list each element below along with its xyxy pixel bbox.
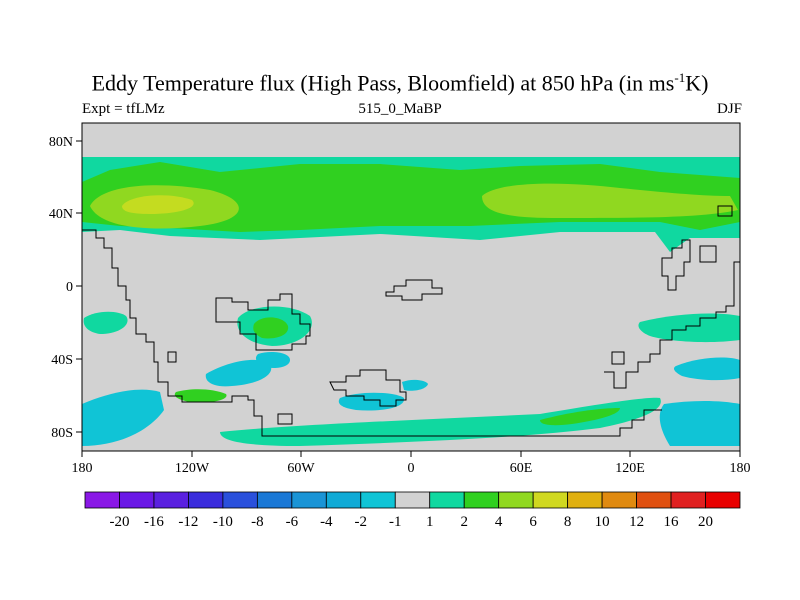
colorbar-swatch	[222, 491, 258, 509]
x-tick-60e: 60E	[510, 461, 533, 476]
south-america-core	[253, 317, 289, 339]
colorbar-label: 20	[698, 514, 713, 530]
coastline-east-asia	[661, 239, 691, 291]
colorbar-swatch	[119, 491, 155, 509]
y-tick-80s: 80S	[51, 426, 73, 441]
colorbar-label: -20	[109, 514, 129, 530]
southern-ocean-positive-band	[220, 397, 661, 446]
coastline-south-america	[215, 293, 311, 351]
colorbar-swatch	[360, 491, 396, 509]
y-tick-80n: 80N	[49, 135, 73, 150]
southern-ocean-negative-west	[82, 389, 164, 446]
x-tick-180e: 180	[730, 461, 751, 476]
title-main: Eddy Temperature flux (High Pass, Bloomf…	[91, 70, 675, 96]
colorbar-swatch	[498, 491, 534, 509]
colorbar-label: 10	[595, 514, 610, 530]
colorbar-swatch	[601, 491, 637, 509]
australia-patch	[638, 313, 740, 343]
south-indian-negative	[402, 379, 428, 391]
coastline-island-5	[699, 245, 717, 263]
colorbar-swatch	[291, 491, 327, 509]
colorbar-label: -12	[178, 514, 198, 530]
north-asia-maximum	[482, 183, 738, 218]
x-tick-120e: 120E	[615, 461, 645, 476]
north-pacific-core	[122, 195, 194, 214]
coastline-west-and-antarctica	[82, 229, 662, 437]
colorbar-swatch	[256, 491, 293, 509]
colorbar-swatch	[463, 491, 500, 509]
colorbar-label: -10	[213, 514, 233, 530]
experiment-label: Expt = tfLMz	[82, 101, 165, 117]
colorbar: -20 -16 -12 -10 -8 -6 -4 -2 -1 1 2 4 6 8 10 12 16 20	[84, 491, 741, 530]
coastline-asia-australia	[604, 261, 740, 389]
colorbar-swatch	[567, 491, 603, 509]
colorbar-swatch	[705, 491, 741, 509]
south-atlantic-negative-2	[255, 352, 290, 368]
colorbar-swatch	[429, 491, 465, 509]
tick-marks	[76, 140, 741, 457]
coastlines	[82, 205, 740, 437]
south-atlantic-negative	[205, 359, 272, 387]
colorbar-label: 8	[564, 514, 572, 530]
colorbar-label: 16	[664, 514, 680, 530]
colorbar-label: 12	[629, 514, 644, 530]
title-superscript: -1	[674, 70, 686, 85]
colorbar-label: 4	[495, 514, 503, 530]
colorbar-swatch	[394, 491, 431, 509]
colorbar-label: -2	[355, 514, 368, 530]
colorbar-label: -6	[286, 514, 299, 530]
southern-ocean-positive-core	[540, 408, 620, 426]
colorbar-label: -8	[251, 514, 264, 530]
colorbar-label: -1	[389, 514, 402, 530]
coastline-island-1	[167, 351, 177, 363]
colorbar-swatch	[636, 491, 672, 509]
coastline-africa-south	[329, 369, 407, 407]
coastline-africa-north	[385, 279, 443, 301]
y-tick-0: 0	[66, 280, 73, 295]
colorbar-label: 1	[426, 514, 434, 530]
colorbar-label: -16	[144, 514, 164, 530]
colorbar-swatch	[84, 491, 120, 509]
colorbar-swatch	[670, 491, 706, 509]
coastline-island-3	[611, 351, 625, 365]
x-tick-60w: 60W	[287, 461, 315, 476]
y-tick-40n: 40N	[49, 207, 73, 222]
x-tick-120w: 120W	[175, 461, 210, 476]
map-field	[82, 123, 740, 451]
x-tick-180w: 180	[72, 461, 93, 476]
title-tail: K)	[685, 70, 709, 96]
season-label: DJF	[716, 101, 742, 117]
southern-ocean-negative-east	[659, 401, 740, 446]
coastline-island-4	[717, 205, 733, 217]
colorbar-label: 2	[460, 514, 468, 530]
colorbar-swatch	[532, 491, 569, 509]
colorbar-label: -4	[320, 514, 333, 530]
tasman-negative	[674, 357, 740, 381]
coastline-island-2	[277, 413, 293, 425]
colorbar-label: 6	[529, 514, 537, 530]
colorbar-swatch	[188, 491, 224, 509]
x-tick-0: 0	[408, 461, 415, 476]
south-pacific-west-patch	[83, 311, 128, 334]
south-pacific-positive	[174, 389, 227, 403]
plot-title: Eddy Temperature flux (High Pass, Bloomf…	[0, 70, 800, 96]
run-label: 515_0_MaBP	[358, 101, 442, 117]
y-tick-40s: 40S	[51, 353, 73, 368]
colorbar-swatch	[153, 491, 189, 509]
colorbar-swatch	[325, 491, 362, 509]
